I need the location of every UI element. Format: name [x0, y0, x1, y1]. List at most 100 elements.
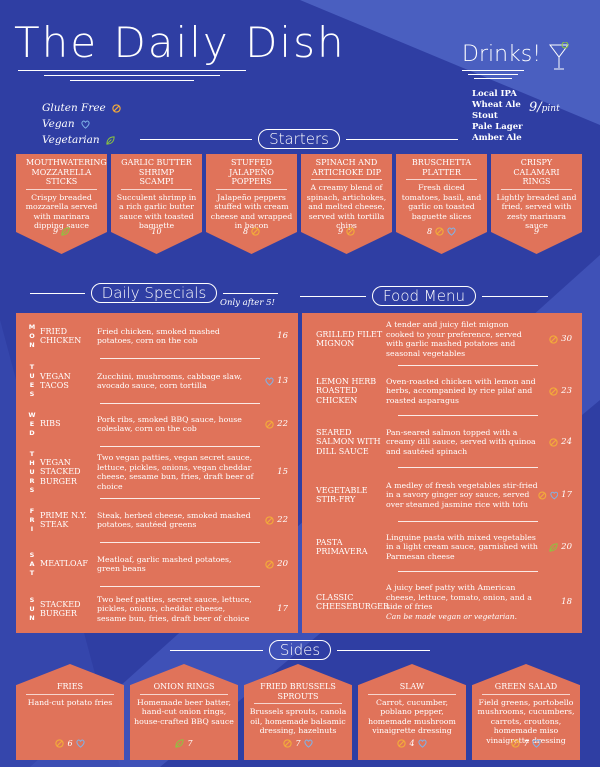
- gluten-free-icon: [549, 386, 558, 396]
- row-divider: [398, 467, 538, 468]
- side-card[interactable]: Slaw Carrot, cucumber, poblano pepper, ho…: [358, 664, 466, 760]
- side-name: Slaw: [368, 682, 456, 695]
- special-row[interactable]: SAT Meatloaf Meatloaf, garlic mashed potat…: [16, 544, 298, 584]
- gluten-free-icon: [112, 103, 121, 113]
- side-card[interactable]: Fried Brussels Sprouts Brussels sprouts, …: [244, 664, 352, 760]
- menu-item-row[interactable]: Classic Cheeseburger A juicy beef patty w…: [302, 575, 582, 629]
- gluten-free-icon: [265, 559, 274, 569]
- special-day: TUES: [16, 361, 36, 401]
- menu-item-description: A tender and juicy filet mignon cooked t…: [386, 315, 538, 363]
- side-price: 4: [358, 739, 466, 748]
- starter-price: 10: [111, 227, 202, 236]
- starter-description: A creamy blend of spinach, artichokes, a…: [306, 183, 387, 230]
- menu-item-name: Classic Cheeseburger: [316, 592, 389, 612]
- price-value: 9: [52, 227, 59, 236]
- starter-card[interactable]: Crispy Calamari Rings Lightly breaded and…: [491, 154, 582, 254]
- menu-item-note: Can be made vegan or vegetarian.: [386, 611, 517, 621]
- special-day: MON: [16, 316, 36, 356]
- special-day: SAT: [16, 544, 36, 584]
- menu-item-description: Oven-roasted chicken with lemon and herb…: [386, 369, 538, 413]
- price-value: 9: [337, 227, 344, 236]
- starter-card[interactable]: Mouthwatering Mozzarella Sticks Crispy br…: [16, 154, 107, 254]
- title-rule: [44, 75, 220, 76]
- specials-title: Daily Specials: [90, 283, 218, 303]
- side-name: Fried Brussels Sprouts: [254, 682, 342, 704]
- beer-item: Wheat Ale: [472, 100, 521, 110]
- special-row[interactable]: FRI Prime N.Y. Steak Steak, herbed cheese,…: [16, 500, 298, 540]
- menu-item-row[interactable]: Pasta Primavera Linguine pasta with mixed…: [302, 525, 582, 569]
- vegan-icon: [265, 377, 274, 386]
- starter-price: 9: [491, 227, 582, 236]
- specials-note: Only after 5!: [220, 298, 275, 308]
- special-name: Vegan Tacos: [40, 371, 71, 391]
- special-price: 22: [254, 500, 298, 540]
- starter-card[interactable]: Spinach and Artichoke Dip A creamy blend …: [301, 154, 392, 254]
- menu-item-row[interactable]: Vegetable Stir-Fry A medley of fresh vege…: [302, 471, 582, 519]
- menu-item-row[interactable]: Lemon Herb Roasted Chicken Oven-roasted c…: [302, 369, 582, 413]
- drinks-header: Drinks!: [462, 41, 570, 79]
- drinks-title: Drinks!: [462, 42, 542, 67]
- price-value: 30: [561, 334, 572, 344]
- starters-heading: Starters: [140, 129, 459, 149]
- price-value: 8: [242, 227, 249, 236]
- side-card[interactable]: Green Salad Field greens, portobello mush…: [472, 664, 580, 760]
- special-row[interactable]: THURS Vegan Stacked Burger Two vegan patti…: [16, 448, 298, 496]
- menu-item-description: Pan-seared salmon topped with a creamy d…: [386, 419, 538, 465]
- gluten-free-icon: [538, 491, 547, 499]
- side-description: Homemade beer batter, hand-cut onion rin…: [134, 697, 234, 726]
- legend-label: Gluten Free: [42, 102, 106, 114]
- price-value: 9: [533, 227, 540, 236]
- vegetarian-icon: [175, 739, 185, 748]
- side-price: 7: [130, 739, 238, 748]
- vegetarian-icon: [549, 542, 558, 552]
- special-name: Vegan Stacked Burger: [40, 457, 81, 486]
- starter-card[interactable]: Bruschetta Platter Fresh diced tomatoes, …: [396, 154, 487, 254]
- gluten-free-icon: [549, 437, 558, 447]
- row-divider: [100, 498, 260, 499]
- side-card[interactable]: Fries Hand-cut potato fries 6: [16, 664, 124, 760]
- legend-label: Vegetarian: [42, 134, 100, 146]
- special-price: 17: [254, 588, 298, 630]
- special-day: FRI: [16, 500, 36, 540]
- menu-item-name: Grilled Filet Mignon: [316, 329, 383, 349]
- drinks-rule: [462, 70, 524, 71]
- food-menu-panel: Grilled Filet Mignon A tender and juicy f…: [302, 313, 582, 633]
- special-name: Stacked Burger: [40, 599, 81, 619]
- special-row[interactable]: WED Ribs Pork ribs, smoked BBQ sauce, hous…: [16, 404, 298, 444]
- menu-item-name: Lemon Herb Roasted Chicken: [316, 376, 377, 405]
- beer-item: Amber Ale: [472, 133, 522, 143]
- day-label: THURS: [28, 449, 36, 495]
- menu-item-row[interactable]: Grilled Filet Mignon A tender and juicy f…: [302, 315, 582, 363]
- day-label: TUES: [28, 363, 36, 399]
- side-card[interactable]: Onion Rings Homemade beer batter, hand-cu…: [130, 664, 238, 760]
- price-value: 24: [561, 437, 572, 447]
- special-description: Fried chicken, smoked mashed potatoes, c…: [97, 326, 220, 346]
- special-row[interactable]: SUN Stacked Burger Two beef patties, secre…: [16, 588, 298, 630]
- starter-card[interactable]: Garlic Butter Shrimp Scampi Succulent shr…: [111, 154, 202, 254]
- starters-title: Starters: [258, 129, 340, 149]
- gluten-free-icon: [265, 419, 274, 429]
- menu-item-description: Linguine pasta with mixed vegetables in …: [386, 525, 538, 569]
- special-price: 22: [254, 404, 298, 444]
- price-value: 10: [151, 227, 162, 236]
- menu-item-row[interactable]: Seared Salmon with Dill Sauce Pan-seared …: [302, 419, 582, 465]
- starter-name: Garlic Butter Shrimp Scampi: [121, 158, 192, 190]
- specials-heading: Daily Specials: [30, 283, 278, 303]
- price-value: 13: [277, 376, 288, 386]
- gluten-free-icon: [511, 739, 521, 748]
- row-divider: [100, 446, 260, 447]
- starter-name: Bruschetta Platter: [406, 158, 477, 180]
- row-divider: [398, 571, 538, 572]
- vegan-icon: [303, 739, 313, 748]
- vegetarian-icon: [61, 227, 70, 236]
- row-divider: [100, 403, 260, 404]
- special-row[interactable]: TUES Vegan Tacos Zucchini, mushrooms, cabb…: [16, 361, 298, 401]
- special-row[interactable]: MON Fried Chicken Fried chicken, smoked ma…: [16, 316, 298, 356]
- special-name: Prime N.Y. Steak: [40, 510, 87, 530]
- special-description: Zucchini, mushrooms, cabbage slaw, avoca…: [97, 371, 243, 391]
- special-name: Ribs: [40, 419, 61, 429]
- side-price: 7: [472, 739, 580, 748]
- day-label: SUN: [28, 595, 36, 623]
- starter-card[interactable]: Stuffed Jalapeño Poppers Jalapeño peppers…: [206, 154, 297, 254]
- price-value: 17: [561, 490, 572, 500]
